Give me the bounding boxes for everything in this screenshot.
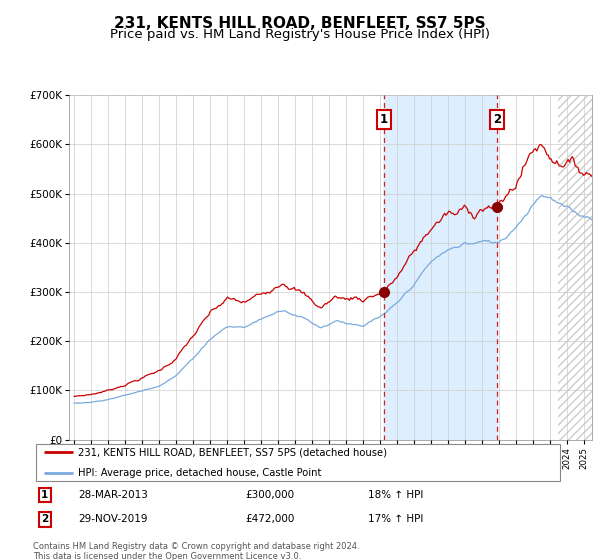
Text: 2: 2 — [41, 515, 49, 524]
Bar — [384, 95, 497, 440]
Text: Price paid vs. HM Land Registry's House Price Index (HPI): Price paid vs. HM Land Registry's House … — [110, 28, 490, 41]
Text: 18% ↑ HPI: 18% ↑ HPI — [368, 490, 423, 500]
Text: Contains HM Land Registry data © Crown copyright and database right 2024.
This d: Contains HM Land Registry data © Crown c… — [33, 542, 359, 560]
Text: HPI: Average price, detached house, Castle Point: HPI: Average price, detached house, Cast… — [78, 468, 322, 478]
Bar — [558, 95, 592, 440]
Text: £472,000: £472,000 — [245, 515, 295, 524]
Text: 17% ↑ HPI: 17% ↑ HPI — [368, 515, 423, 524]
Text: 231, KENTS HILL ROAD, BENFLEET, SS7 5PS (detached house): 231, KENTS HILL ROAD, BENFLEET, SS7 5PS … — [78, 447, 387, 458]
Text: 231, KENTS HILL ROAD, BENFLEET, SS7 5PS: 231, KENTS HILL ROAD, BENFLEET, SS7 5PS — [114, 16, 486, 31]
Text: 28-MAR-2013: 28-MAR-2013 — [78, 490, 148, 500]
Text: 1: 1 — [380, 113, 388, 127]
Text: £300,000: £300,000 — [245, 490, 295, 500]
Text: 29-NOV-2019: 29-NOV-2019 — [78, 515, 148, 524]
Text: 1: 1 — [41, 490, 49, 500]
Text: 2: 2 — [493, 113, 502, 127]
